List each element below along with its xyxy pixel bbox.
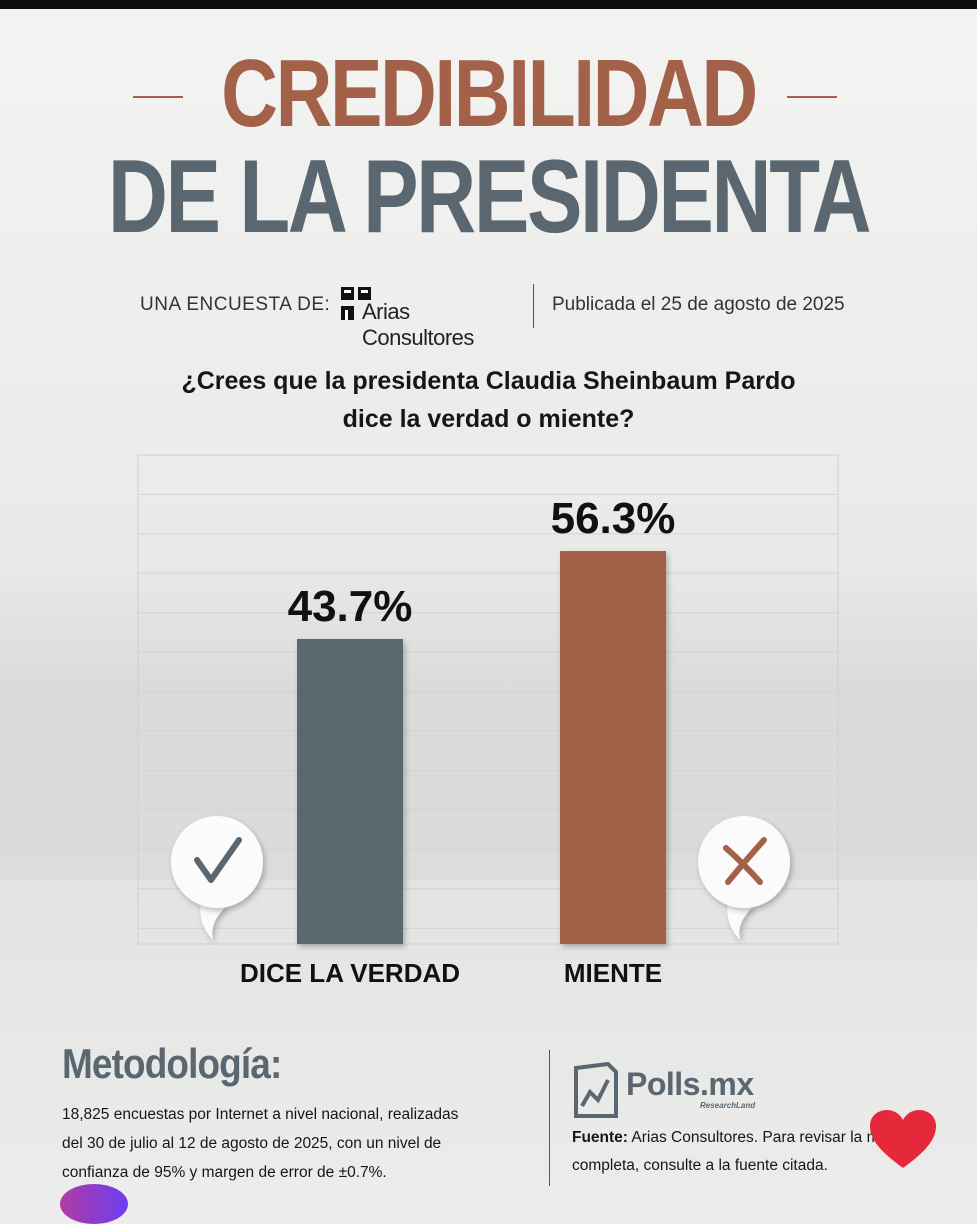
polls-mx-subbrand: ResearchLand bbox=[700, 1101, 756, 1110]
survey-question: ¿Crees que la presidenta Claudia Sheinba… bbox=[130, 362, 847, 438]
heart-icon[interactable] bbox=[868, 1108, 938, 1172]
chart-category-labels: DICE LA VERDAD MIENTE bbox=[240, 958, 662, 988]
background-building-photo bbox=[0, 560, 977, 880]
question-line-1: ¿Crees que la presidenta Claudia Sheinba… bbox=[181, 367, 796, 395]
byline-label: UNA ENCUESTA DE: bbox=[140, 294, 331, 315]
category-label: DICE LA VERDAD bbox=[240, 958, 460, 988]
avatar[interactable] bbox=[60, 1184, 128, 1224]
source-text-line-1: Arias Consultores. Para revisar la met bbox=[631, 1129, 893, 1146]
background bbox=[0, 9, 977, 1200]
x-stroke bbox=[725, 837, 767, 885]
title-left-rule bbox=[133, 96, 183, 98]
grid-frame bbox=[137, 454, 839, 945]
title-line-2: DE LA PRESIDENTA bbox=[107, 139, 872, 255]
footer-divider bbox=[549, 1050, 550, 1186]
x-mark-icon bbox=[698, 816, 790, 940]
byline-divider bbox=[533, 284, 534, 328]
bubble-circle bbox=[171, 816, 263, 908]
checkmark-icon bbox=[171, 816, 263, 940]
source-label: Fuente: bbox=[572, 1129, 628, 1146]
bar-dice-la-verdad bbox=[297, 638, 403, 944]
bar-value-label: 56.3% bbox=[551, 494, 676, 543]
question-line-2: dice la verdad o miente? bbox=[342, 405, 635, 433]
bar-value-label: 43.7% bbox=[288, 582, 413, 631]
title-line-1: CREDIBILIDAD bbox=[221, 40, 758, 147]
polls-mx-brand: Polls.mx bbox=[626, 1066, 754, 1102]
methodology-title: Metodología: bbox=[62, 1040, 282, 1087]
polls-mx-logo-icon bbox=[574, 1062, 618, 1118]
bar-chart: 43.7% 56.3% DICE LA VERDAD MIENTE bbox=[137, 454, 839, 988]
arias-logo-icon bbox=[341, 287, 371, 320]
category-label: MIENTE bbox=[564, 958, 662, 988]
methodology-text: 18,825 encuestas por Internet a nivel na… bbox=[62, 1106, 459, 1181]
chart-bars bbox=[297, 551, 666, 944]
chart-value-labels: 43.7% 56.3% bbox=[288, 494, 676, 631]
bar-miente bbox=[560, 551, 666, 944]
pollster-logo: Arias Consultores bbox=[340, 286, 518, 350]
bubble-tail bbox=[200, 900, 227, 940]
top-bar bbox=[0, 0, 977, 9]
source-text-line-2: completa, consulte a la fuente citada. bbox=[572, 1157, 828, 1174]
bubble-tail bbox=[727, 900, 754, 940]
source-note: Fuente: Arias Consultores. Para revisar … bbox=[572, 1124, 892, 1180]
chart-icons bbox=[171, 816, 790, 940]
publication-date: Publicada el 25 de agosto de 2025 bbox=[552, 294, 845, 315]
check-stroke bbox=[194, 837, 242, 883]
pollster-name: Arias Consultores bbox=[362, 299, 474, 350]
title-right-rule bbox=[787, 96, 837, 98]
